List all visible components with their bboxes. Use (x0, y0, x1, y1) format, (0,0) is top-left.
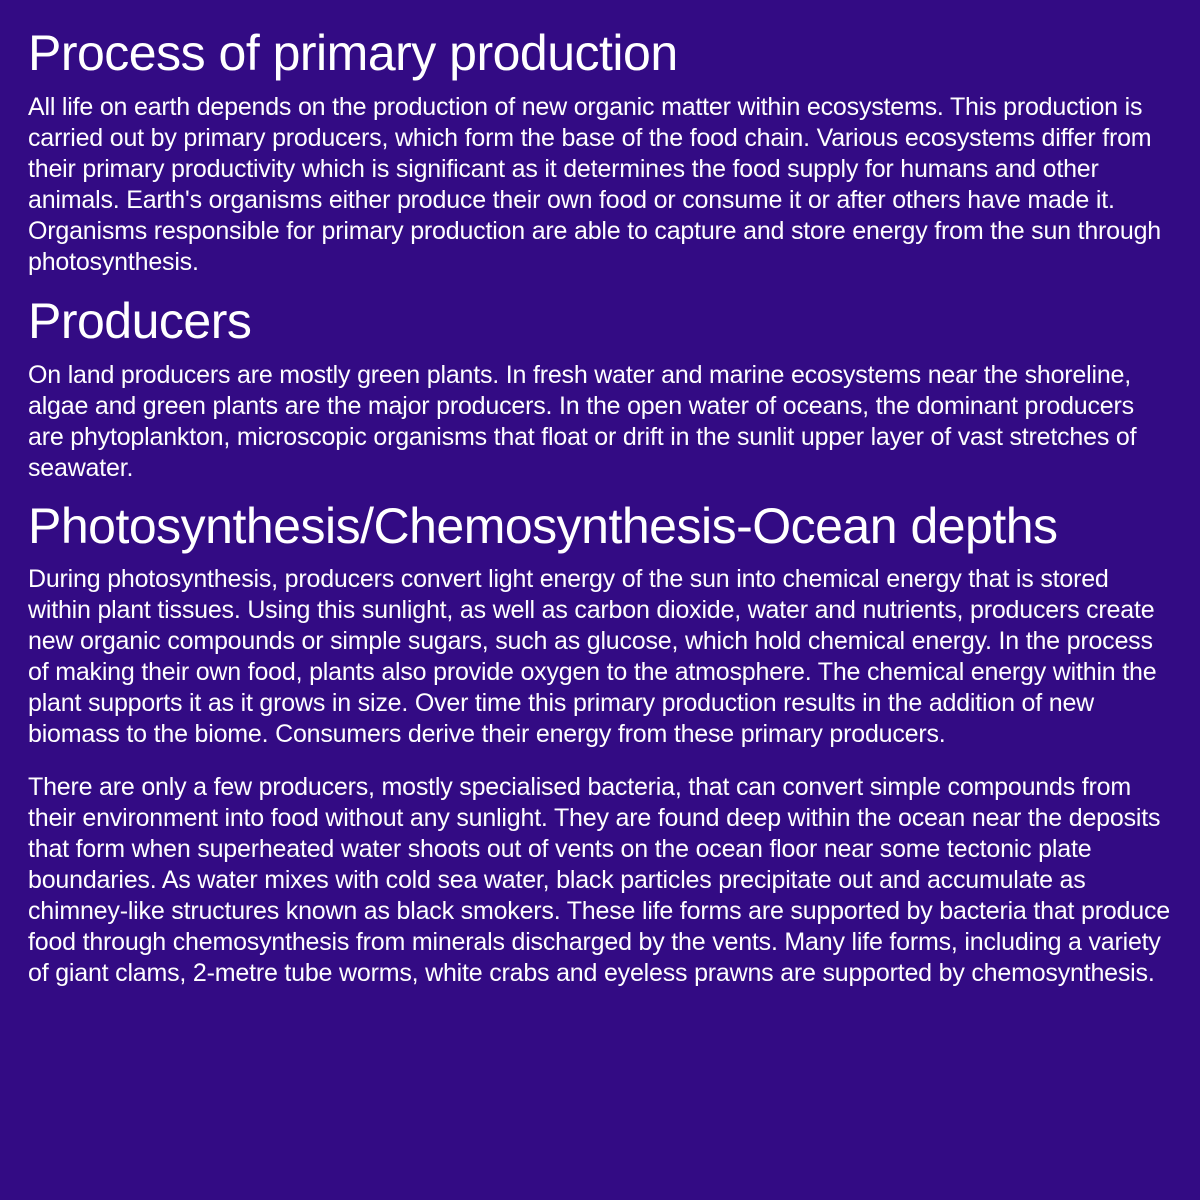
heading-primary-production: Process of primary production (28, 24, 1172, 82)
body-producers: On land producers are mostly green plant… (28, 360, 1172, 484)
body-photosynthesis-1: During photosynthesis, producers convert… (28, 564, 1172, 750)
body-primary-production: All life on earth depends on the product… (28, 92, 1172, 278)
body-photosynthesis-2: There are only a few producers, mostly s… (28, 772, 1172, 989)
section-photosynthesis: Photosynthesis/Chemosynthesis-Ocean dept… (28, 498, 1172, 989)
section-primary-production: Process of primary production All life o… (28, 24, 1172, 278)
heading-photosynthesis: Photosynthesis/Chemosynthesis-Ocean dept… (28, 498, 1172, 554)
heading-producers: Producers (28, 292, 1172, 350)
section-producers: Producers On land producers are mostly g… (28, 292, 1172, 484)
